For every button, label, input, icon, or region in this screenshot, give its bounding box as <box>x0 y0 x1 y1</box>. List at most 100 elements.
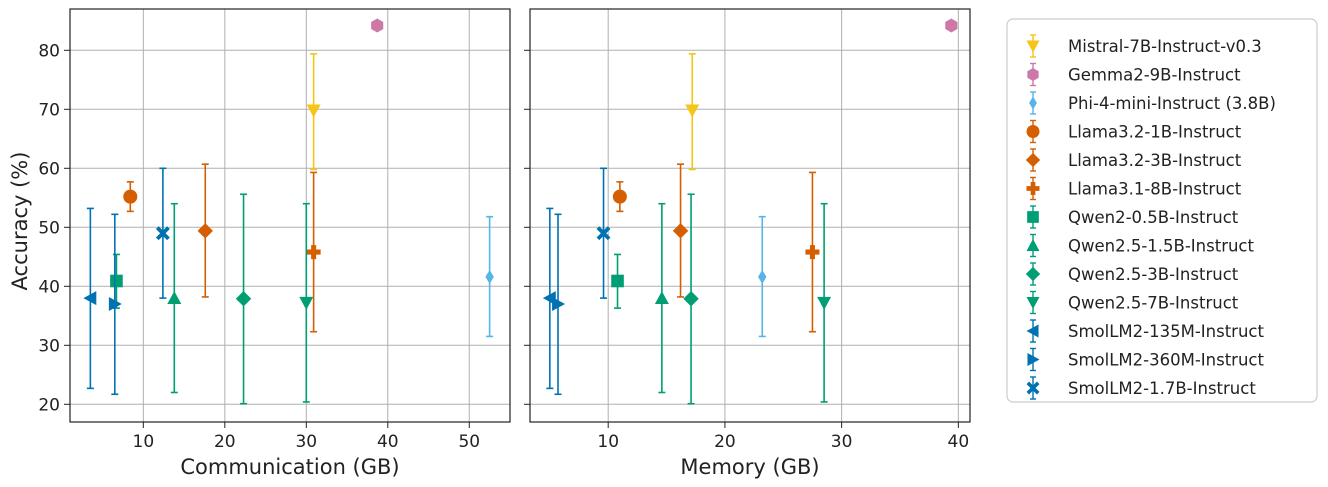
legend-marker <box>1027 211 1039 223</box>
point-marker <box>123 189 138 204</box>
data-point <box>817 202 832 403</box>
legend-label: Llama3.2-3B-Instruct <box>1068 151 1242 170</box>
legend-marker <box>1026 125 1040 138</box>
data-point <box>596 167 611 299</box>
x-tick-label: 20 <box>714 432 736 452</box>
data-point <box>371 18 384 33</box>
data-point <box>805 171 820 333</box>
y-tick-label: 40 <box>38 277 60 297</box>
data-point <box>672 163 689 298</box>
legend-marker <box>1029 96 1037 110</box>
legend: Mistral-7B-Instruct-v0.3 Gemma2-9B-Instru… <box>1006 18 1318 403</box>
point-marker <box>683 290 699 307</box>
legend-entry: Llama3.2-3B-Instruct <box>1025 148 1242 172</box>
point-marker <box>596 226 611 241</box>
x-tick-label: 10 <box>597 432 619 452</box>
legend-box <box>1006 18 1318 403</box>
data-point <box>758 215 767 338</box>
plot-area-frame <box>529 8 971 423</box>
x-tick-label: 40 <box>377 432 399 452</box>
legend-entry: SmolLM2-1.7B-Instruct <box>1026 376 1256 400</box>
legend-label: Gemma2-9B-Instruct <box>1068 66 1241 85</box>
data-point <box>612 181 627 213</box>
legend-label: Qwen2.5-1.5B-Instruct <box>1068 237 1255 256</box>
legend-marker <box>1027 353 1040 366</box>
legend-entry: Phi-4-mini-Instruct (3.8B) <box>1029 91 1276 115</box>
x-tick-label: 30 <box>295 432 317 452</box>
y-tick-label: 80 <box>38 41 60 61</box>
legend-marker <box>1026 381 1040 395</box>
legend-entry: Qwen2-0.5B-Instruct <box>1027 205 1239 229</box>
legend-label: SmolLM2-360M-Instruct <box>1068 351 1264 370</box>
legend-marker <box>1026 296 1040 309</box>
data-point <box>306 171 321 333</box>
point-marker <box>235 290 252 307</box>
y-tick-label: 20 <box>38 395 60 415</box>
point-marker <box>110 274 123 288</box>
data-point <box>167 202 182 394</box>
data-point <box>235 193 252 405</box>
legend-marker <box>1026 182 1040 195</box>
point-marker <box>611 274 624 288</box>
x-axis-label: Memory (GB) <box>680 455 819 479</box>
data-point <box>155 167 170 299</box>
x-tick-label: 40 <box>948 432 970 452</box>
legend-entry: Llama3.1-8B-Instruct <box>1026 176 1242 201</box>
legend-marker <box>1025 152 1041 168</box>
legend-label: Qwen2.5-3B-Instruct <box>1068 265 1239 284</box>
x-tick-label: 20 <box>214 432 236 452</box>
panel-2: 10 20 30 40 Memory (GB) <box>524 8 971 479</box>
legend-entry: SmolLM2-135M-Instruct <box>1026 319 1264 343</box>
legend-entry: Mistral-7B-Instruct-v0.3 <box>1026 34 1262 58</box>
point-marker <box>306 245 321 260</box>
panels: 20 30 40 50 60 70 80 10 20 30 40 50 Communication (G… <box>38 8 971 479</box>
point-marker <box>945 18 958 33</box>
data-point <box>108 213 122 396</box>
legend-marker <box>1026 40 1040 53</box>
legend-marker <box>1026 239 1040 252</box>
data-point <box>197 163 213 298</box>
legend-entry: SmolLM2-360M-Instruct <box>1027 347 1264 372</box>
point-marker <box>817 296 832 310</box>
data-point <box>683 193 699 405</box>
point-marker <box>758 269 767 284</box>
point-marker <box>805 245 820 260</box>
point-marker <box>299 296 314 310</box>
data-point <box>945 18 958 33</box>
data-point <box>299 202 314 403</box>
y-axis-label: Accuracy (%) <box>8 152 32 291</box>
point-marker <box>552 297 566 311</box>
point-marker <box>672 223 689 239</box>
legend-label: SmolLM2-1.7B-Instruct <box>1068 379 1256 398</box>
legend-marker <box>1027 68 1039 81</box>
legend-marker <box>1026 324 1039 338</box>
legend-entry: Llama3.2-1B-Instruct <box>1026 119 1242 144</box>
point-marker <box>155 226 170 241</box>
point-marker <box>371 18 384 33</box>
point-marker <box>485 269 494 284</box>
y-tick-label: 50 <box>38 218 60 238</box>
legend-label: Llama3.1-8B-Instruct <box>1068 180 1242 199</box>
point-marker <box>654 291 669 305</box>
legend-label: SmolLM2-135M-Instruct <box>1068 322 1264 341</box>
legend-label: Mistral-7B-Instruct-v0.3 <box>1068 37 1262 56</box>
point-marker <box>197 223 213 239</box>
legend-label: Llama3.2-1B-Instruct <box>1068 123 1242 142</box>
data-point <box>552 213 566 396</box>
data-point <box>485 215 494 338</box>
data-point <box>654 202 669 394</box>
x-tick-label: 30 <box>831 432 853 452</box>
point-marker <box>612 189 627 204</box>
data-point <box>685 53 700 171</box>
legend-label: Qwen2.5-7B-Instruct <box>1068 294 1239 313</box>
legend-label: Qwen2-0.5B-Instruct <box>1068 208 1239 227</box>
x-tick-label: 50 <box>458 432 480 452</box>
y-tick-label: 30 <box>38 336 60 356</box>
point-marker <box>306 104 321 118</box>
data-point <box>306 53 321 171</box>
y-tick-label: 70 <box>38 100 60 120</box>
legend-entry: Gemma2-9B-Instruct <box>1027 62 1241 87</box>
legend-entry: Qwen2.5-1.5B-Instruct <box>1026 233 1255 258</box>
point-marker <box>167 291 182 305</box>
